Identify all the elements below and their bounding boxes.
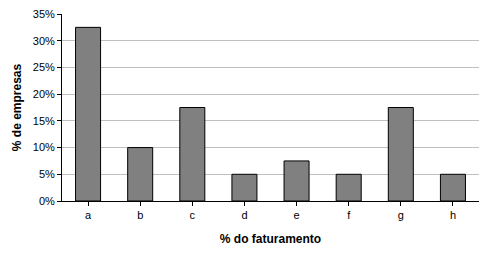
- svg-text:35%: 35%: [33, 8, 55, 20]
- svg-text:25%: 25%: [33, 61, 55, 73]
- svg-text:15%: 15%: [33, 115, 55, 127]
- svg-text:% do faturamento: % do faturamento: [220, 232, 321, 246]
- svg-text:f: f: [347, 209, 351, 221]
- svg-text:e: e: [293, 209, 299, 221]
- svg-text:5%: 5%: [39, 168, 55, 180]
- svg-text:0%: 0%: [39, 195, 55, 207]
- svg-text:g: g: [398, 209, 404, 221]
- svg-text:10%: 10%: [33, 141, 55, 153]
- svg-text:d: d: [241, 209, 247, 221]
- svg-text:20%: 20%: [33, 88, 55, 100]
- svg-text:30%: 30%: [33, 35, 55, 47]
- svg-text:c: c: [190, 209, 196, 221]
- svg-text:h: h: [450, 209, 456, 221]
- svg-text:a: a: [85, 209, 92, 221]
- svg-text:b: b: [137, 209, 143, 221]
- svg-text:% de empresas: % de empresas: [10, 63, 24, 151]
